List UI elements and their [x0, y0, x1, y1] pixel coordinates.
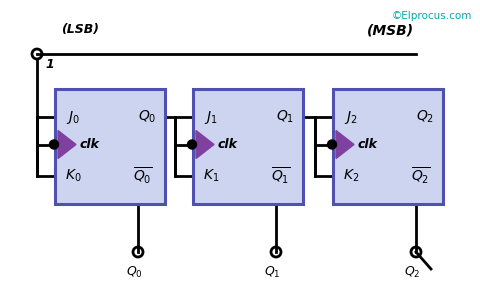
- Text: $J_{2}$: $J_{2}$: [344, 108, 358, 126]
- Text: ©Elprocus.com: ©Elprocus.com: [392, 11, 472, 21]
- Text: (MSB): (MSB): [366, 23, 414, 37]
- Text: 1: 1: [45, 58, 54, 71]
- Text: $\overline{Q_{1}}$: $\overline{Q_{1}}$: [271, 166, 291, 186]
- Bar: [55, 89, 165, 204]
- Text: $J_{0}$: $J_{0}$: [66, 108, 80, 126]
- Text: $Q_{1}$: $Q_{1}$: [276, 109, 294, 125]
- Text: $Q_{1}$: $Q_{1}$: [264, 264, 280, 280]
- Text: $\overline{Q_{0}}$: $\overline{Q_{0}}$: [133, 166, 153, 186]
- Polygon shape: [196, 131, 214, 158]
- Text: clk: clk: [218, 138, 238, 151]
- Text: $K_{0}$: $K_{0}$: [65, 168, 81, 184]
- Circle shape: [49, 140, 59, 149]
- Polygon shape: [336, 131, 354, 158]
- Text: $\overline{Q_{2}}$: $\overline{Q_{2}}$: [411, 166, 431, 186]
- Circle shape: [188, 140, 196, 149]
- Circle shape: [327, 140, 336, 149]
- Text: (LSB): (LSB): [61, 24, 99, 36]
- Text: $Q_{0}$: $Q_{0}$: [126, 264, 143, 280]
- Text: $Q_{2}$: $Q_{2}$: [416, 109, 434, 125]
- Text: $J_{1}$: $J_{1}$: [204, 108, 218, 126]
- Text: $Q_{0}$: $Q_{0}$: [138, 109, 156, 125]
- Polygon shape: [58, 131, 76, 158]
- Text: $K_{1}$: $K_{1}$: [203, 168, 219, 184]
- Text: clk: clk: [80, 138, 100, 151]
- Bar: [193, 89, 303, 204]
- Text: $Q_{2}$: $Q_{2}$: [404, 264, 420, 280]
- Text: $K_{2}$: $K_{2}$: [343, 168, 359, 184]
- Text: clk: clk: [358, 138, 378, 151]
- Bar: [333, 89, 443, 204]
